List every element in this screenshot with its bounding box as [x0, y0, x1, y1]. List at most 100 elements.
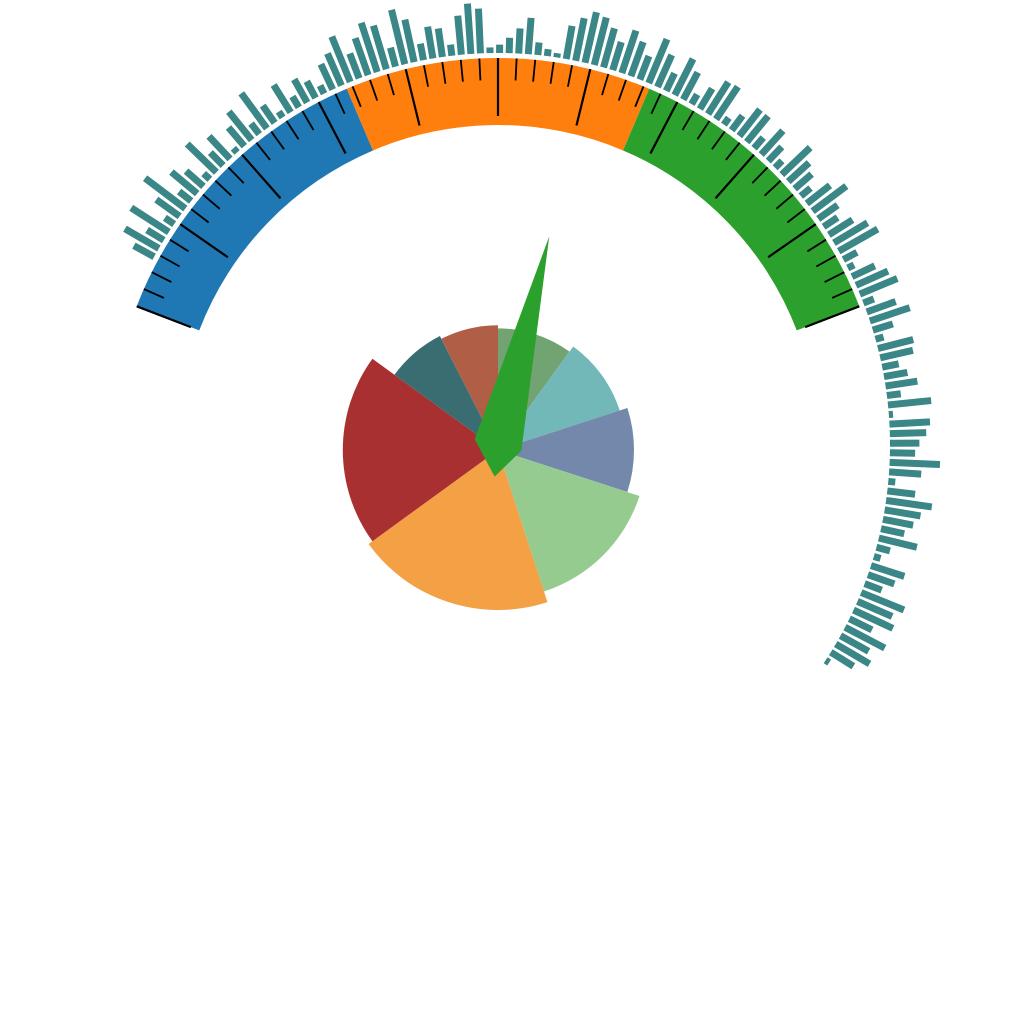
radial-bar — [874, 333, 885, 343]
radial-bar — [238, 91, 270, 131]
gauge-minor-tick — [160, 254, 181, 268]
radial-bar — [882, 515, 914, 529]
radial-bar — [758, 128, 786, 157]
radial-bar — [888, 468, 922, 478]
gauge-minor-tick — [227, 166, 245, 184]
radial-bar — [289, 94, 302, 110]
radial-bar — [785, 160, 812, 185]
radial-bar — [837, 225, 880, 255]
radial-bar — [772, 158, 785, 171]
radial-bar — [869, 562, 906, 580]
gauge-major-tick — [767, 223, 817, 259]
gauge-minor-tick — [301, 110, 315, 131]
radial-bar — [162, 214, 177, 228]
radial-bar — [865, 298, 897, 316]
radial-bar — [553, 52, 561, 58]
radial-bar — [843, 624, 887, 652]
gauge-minor-tick — [169, 238, 190, 253]
radial-bar — [828, 649, 856, 670]
radial-bar — [751, 135, 766, 151]
gauge-major-tick — [317, 101, 347, 154]
gauge-minor-tick — [751, 166, 769, 184]
polar-slice — [498, 450, 640, 592]
radial-bar — [225, 125, 248, 149]
gauge-minor-tick — [514, 58, 518, 81]
radial-bar — [887, 477, 896, 486]
gauge-minor-tick — [696, 120, 711, 140]
radial-bar — [688, 92, 701, 106]
radial-bar — [889, 429, 927, 438]
radial-bar — [744, 113, 771, 145]
radial-bar — [454, 15, 465, 56]
radial-bar — [821, 214, 840, 230]
gauge-minor-tick — [650, 93, 662, 115]
radial-bar — [543, 48, 552, 57]
radial-bar — [671, 57, 697, 97]
gauge-minor-tick — [190, 208, 210, 224]
radial-bar — [804, 182, 833, 207]
radial-bar — [317, 62, 336, 92]
radial-bar — [183, 168, 206, 189]
radial-bar — [680, 70, 701, 102]
radial-bar — [447, 44, 456, 57]
radial-bar — [275, 109, 286, 120]
radial-bar — [847, 615, 874, 634]
radial-bar — [176, 188, 194, 204]
gauge-band — [136, 88, 373, 331]
gauge-minor-tick — [763, 180, 782, 197]
radial-bar — [618, 29, 640, 75]
radial-bar — [866, 571, 896, 588]
gauge-minor-tick — [334, 93, 346, 115]
polar-slice — [368, 450, 548, 610]
gauge-minor-tick — [549, 61, 555, 84]
radial-bar — [524, 17, 535, 55]
gauge-minor-tick — [202, 193, 221, 210]
radial-bar — [291, 77, 311, 105]
radial-bar — [201, 170, 213, 182]
radial-bar — [226, 109, 255, 143]
gauge-minor-tick — [567, 64, 573, 87]
radial-bar — [871, 320, 894, 334]
radial-bar — [259, 103, 278, 125]
gauge-minor-tick — [617, 79, 627, 101]
radial-bar — [823, 657, 832, 666]
gauge-minor-tick — [775, 193, 794, 210]
gauge-major-tick — [241, 153, 282, 199]
gauge-minor-tick — [786, 208, 806, 224]
gauge-minor-tick — [806, 238, 827, 253]
radial-bar — [838, 632, 871, 655]
radial-bar — [206, 133, 233, 162]
radial-bar — [877, 534, 918, 551]
gauge-minor-tick — [478, 58, 482, 81]
radial-bar — [434, 28, 446, 58]
polar-area-series — [342, 325, 640, 610]
radial-bar — [562, 25, 576, 60]
radial-bar — [600, 27, 618, 69]
gauge-ticks — [136, 58, 860, 329]
radial-bar — [572, 17, 588, 62]
gauge-minor-tick — [255, 142, 271, 161]
radial-bar — [581, 11, 600, 64]
gauge-needle-group — [474, 236, 550, 477]
radial-bar — [705, 80, 732, 116]
radial-bar — [779, 145, 813, 178]
radial-bar — [515, 28, 524, 54]
radial-bar — [833, 640, 872, 667]
radial-bar — [169, 169, 200, 197]
radial-bar — [387, 46, 399, 68]
radial-bar — [142, 175, 188, 212]
radial-bar — [534, 42, 543, 56]
radial-bar — [388, 9, 409, 66]
radial-bar — [663, 71, 678, 93]
gauge-minor-tick — [532, 59, 537, 82]
radial-bar — [872, 553, 882, 562]
gauge-major-tick — [404, 68, 421, 126]
radial-bar — [854, 267, 890, 289]
radial-bar — [270, 83, 294, 115]
gauge-minor-tick — [151, 271, 172, 283]
radial-bar — [884, 506, 922, 520]
radial-bar — [351, 36, 372, 77]
gauge-minor-tick — [601, 73, 610, 96]
radial-bar — [154, 196, 182, 220]
